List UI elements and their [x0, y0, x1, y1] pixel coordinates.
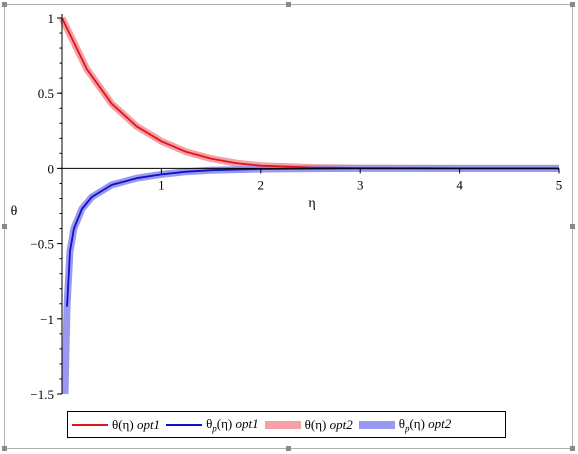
resize-handle-middle-left[interactable]	[2, 224, 7, 229]
resize-handle-bottom-middle[interactable]	[286, 446, 291, 451]
legend-swatch-theta-opt2	[264, 420, 301, 429]
legend-label-thetap-opt2: θp(η) opt2	[398, 415, 452, 434]
y-tick-label-3: −0.5	[30, 237, 54, 252]
y-tick-label-4: −1	[40, 312, 54, 327]
x-tick-label-4: 5	[556, 177, 563, 192]
y-tick-label-1: 0.5	[38, 86, 54, 101]
legend-label-theta-opt2: θ(η) opt2	[304, 416, 353, 432]
y-tick-label-5: −1.5	[30, 387, 54, 402]
chart-legend: θ(η) opt1 θp(η) opt1 θ(η) opt2 θp(η) opt…	[67, 411, 506, 438]
legend-swatch-thetap-opt2	[358, 420, 395, 429]
series-line-0	[58, 16, 559, 172]
resize-handle-middle-right[interactable]	[570, 224, 575, 229]
resize-handle-bottom-right[interactable]	[570, 446, 575, 451]
legend-swatch-thetap-opt1	[166, 423, 203, 426]
y-tick-label-2: 0	[48, 161, 55, 176]
legend-label-thetap-opt1: θp(η) opt1	[206, 415, 259, 434]
resize-handle-bottom-left[interactable]	[2, 446, 7, 451]
series-line-3	[66, 167, 559, 307]
x-axis-label: η	[308, 196, 315, 211]
x-tick-label-0: 1	[158, 177, 165, 192]
x-tick-label-3: 4	[456, 177, 463, 192]
legend-item-thetap-opt1: θp(η) opt1	[166, 415, 259, 434]
legend-item-thetap-opt2: θp(η) opt2	[358, 415, 452, 434]
resize-handle-top-left[interactable]	[2, 2, 7, 7]
resize-handle-top-right[interactable]	[570, 2, 575, 7]
series-line-2	[61, 17, 559, 170]
y-tick-label-0: 1	[48, 11, 55, 26]
x-tick-label-2: 3	[357, 177, 364, 192]
x-tick-label-1: 2	[258, 177, 265, 192]
legend-item-theta-opt1: θ(η) opt1	[72, 417, 160, 433]
legend-swatch-theta-opt1	[72, 423, 108, 426]
y-axis-label: θ	[11, 204, 18, 219]
resize-handle-top-middle[interactable]	[286, 2, 291, 7]
legend-item-theta-opt2: θ(η) opt2	[264, 416, 353, 433]
legend-label-theta-opt1: θ(η) opt1	[112, 416, 161, 432]
